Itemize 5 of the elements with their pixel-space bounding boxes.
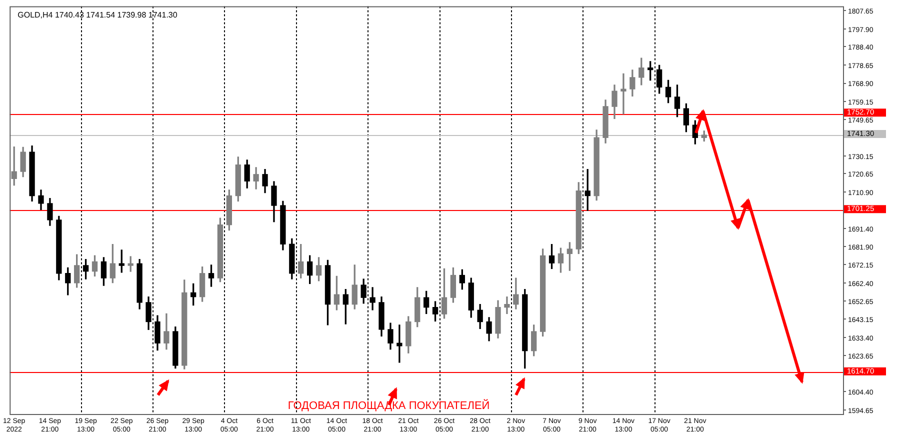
annotation: ГОДОВАЯ ПЛОЩАДКА ПОКУПАТЕЛЕЙ [288,399,490,412]
candlestick [504,296,510,314]
candlestick [396,324,402,363]
candlestick [620,73,626,114]
text: GOLD,H4 1740.43 1741.54 1739.98 1741.30 [18,10,178,20]
